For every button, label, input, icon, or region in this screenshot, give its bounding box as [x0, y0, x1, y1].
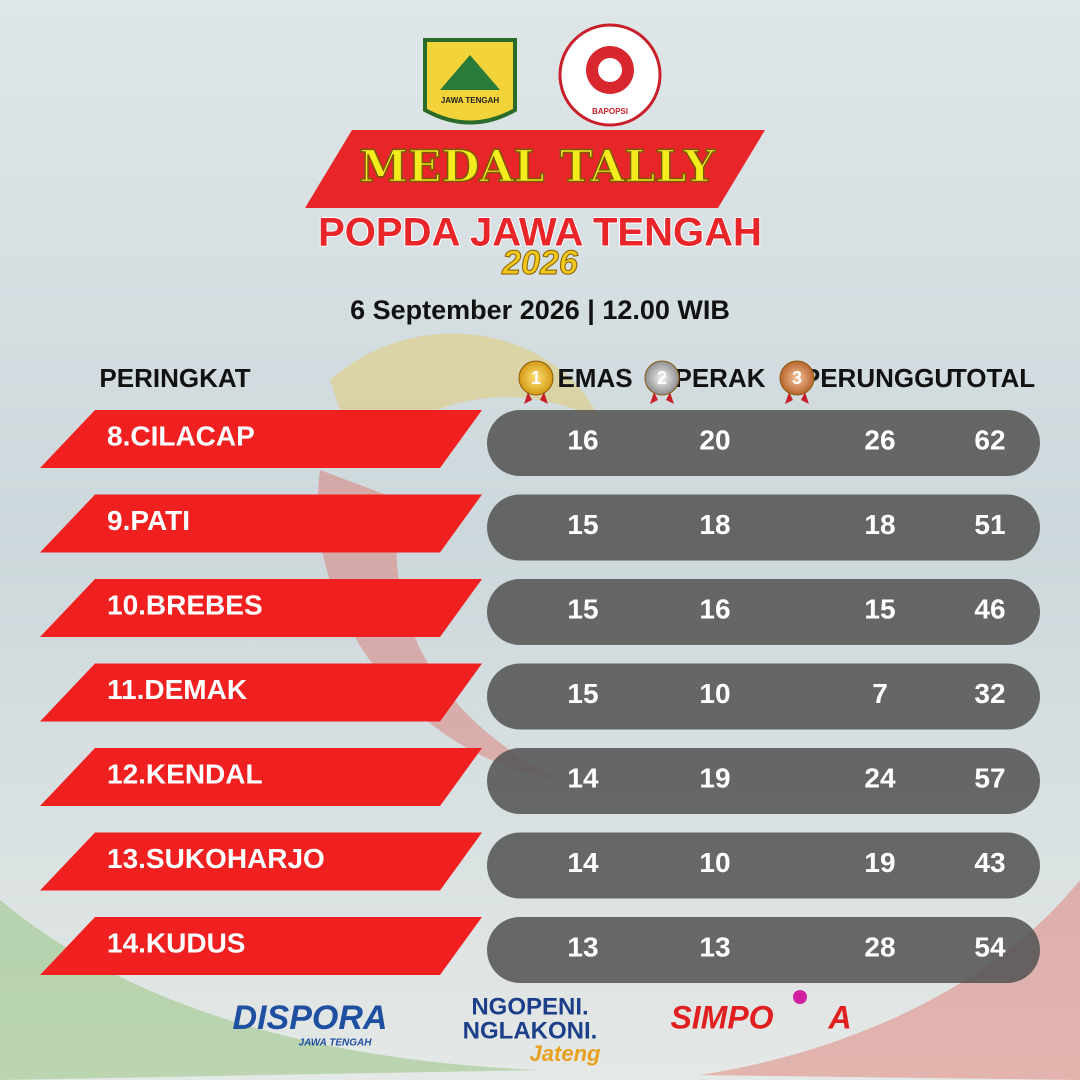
row-pill [487, 663, 1040, 730]
medal-count: 15 [864, 593, 895, 624]
subtitle: POPDA JAWA TENGAH [318, 211, 762, 255]
medal-count: 13 [567, 931, 598, 962]
medal-count: 15 [567, 509, 598, 540]
medal-count: 51 [974, 509, 1005, 540]
medal-number: 2 [657, 368, 667, 388]
logo-text: BAPOPSI [592, 107, 628, 116]
logo-dispora: DISPORA [233, 999, 388, 1037]
column-header: TOTAL [951, 363, 1035, 393]
medal-count: 62 [974, 424, 1005, 455]
logo-icon [793, 990, 807, 1004]
medal-count: 19 [864, 847, 895, 878]
medal-count: 46 [974, 593, 1005, 624]
logo-jateng-text: Jateng [530, 1041, 601, 1066]
logo-bapopsi: BAPOPSI [558, 23, 662, 127]
medal-icon [644, 360, 680, 396]
region-name: 8.CILACAP [107, 420, 255, 451]
year: 2026 [501, 244, 579, 282]
logo-jateng: JAWA TENGAH [423, 38, 517, 125]
medal-count: 54 [974, 931, 1006, 962]
medal-number: 3 [792, 368, 802, 388]
row-banner [40, 748, 482, 806]
medal-count: 43 [974, 847, 1005, 878]
row-pill [487, 579, 1040, 645]
row-pill [487, 410, 1040, 476]
title-banner [305, 130, 765, 208]
column-header: PERAK [674, 363, 765, 393]
medal-icon [779, 360, 815, 396]
medal-count: 13 [699, 931, 730, 962]
medal-ribbon [524, 392, 548, 404]
logo-ngopeni: NGOPENI. [471, 993, 588, 1020]
region-name: 10.BREBES [107, 589, 263, 620]
medal-count: 15 [567, 678, 598, 709]
row-pill [487, 494, 1040, 561]
medal-count: 20 [699, 424, 730, 455]
medal-icon [518, 360, 554, 396]
medal-number: 1 [531, 368, 541, 388]
medal-ribbon [650, 392, 674, 404]
medal-count: 32 [974, 678, 1005, 709]
medal-count: 19 [699, 762, 730, 793]
medal-count: 24 [864, 762, 896, 793]
region-name: 14.KUDUS [107, 927, 245, 958]
column-header: PERINGKAT [99, 363, 250, 393]
region-name: 11.DEMAK [107, 674, 247, 705]
row-pill [487, 917, 1040, 983]
medal-count: 16 [567, 424, 598, 455]
row-banner [40, 410, 482, 468]
medal-count: 14 [567, 762, 599, 793]
region-name: 13.SUKOHARJO [107, 843, 325, 874]
medal-count: 26 [864, 424, 895, 455]
medal-ribbon [785, 392, 809, 404]
row-banner [40, 832, 482, 891]
medal-count: 15 [567, 593, 598, 624]
region-name: 12.KENDAL [107, 758, 263, 789]
medal-count: 18 [699, 509, 730, 540]
row-pill [487, 832, 1040, 899]
medal-count: 10 [699, 678, 730, 709]
row-banner [40, 494, 482, 553]
column-header: PERUNGGU [803, 363, 953, 393]
logo-simpora: A [827, 999, 851, 1035]
medal-count: 18 [864, 509, 895, 540]
date: 6 September 2026 | 12.00 WIB [350, 295, 730, 325]
row-banner [40, 579, 482, 637]
region-name: 9.PATI [107, 505, 190, 536]
medal-count: 57 [974, 762, 1005, 793]
swoosh [0, 900, 540, 1080]
medal-count: 7 [872, 678, 888, 709]
logo-text: JAWA TENGAH [441, 96, 500, 105]
row-banner [40, 663, 482, 722]
footer-logos: DISPORA JAWA TENGAH NGOPENI. NGLAKONI. J… [233, 990, 852, 1066]
medal-count: 14 [567, 847, 599, 878]
title: MEDAL TALLY [359, 142, 715, 193]
medal-count: 16 [699, 593, 730, 624]
medal-count: 28 [864, 931, 895, 962]
medal-count: 10 [699, 847, 730, 878]
logo-simpora: SIMPO [670, 999, 773, 1035]
swoosh [700, 880, 1080, 1080]
logo-dispora-sub: JAWA TENGAH [299, 1038, 373, 1049]
column-header: EMAS [557, 363, 632, 393]
row-pill [487, 748, 1040, 814]
logo-nglakoni: NGLAKONI. [463, 1017, 598, 1044]
row-banner [40, 917, 482, 975]
